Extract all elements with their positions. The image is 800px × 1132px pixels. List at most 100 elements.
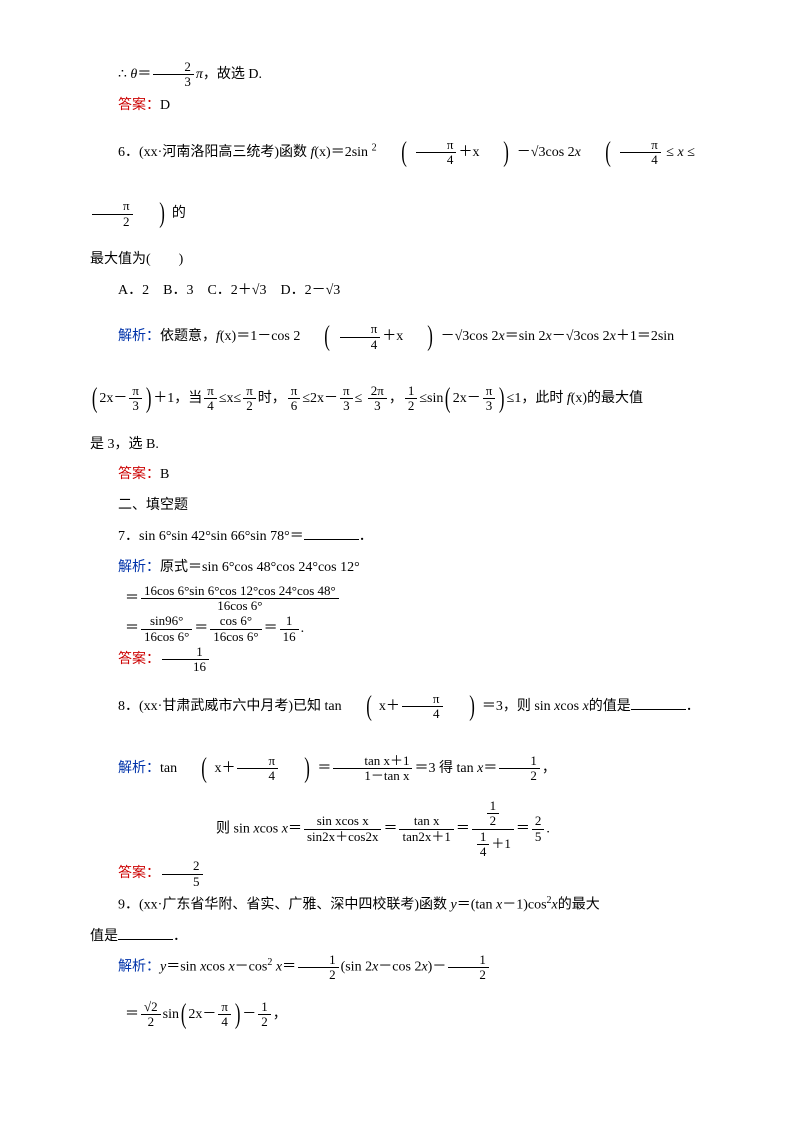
text: sin	[163, 1007, 179, 1022]
fraction: 12	[258, 1000, 271, 1030]
fraction: 12	[499, 754, 540, 784]
solution-6-line2: (2x－π3)＋1，当π4≤x≤π2时，π6≤2x－π3≤ 2π3，12≤sin…	[90, 368, 710, 430]
question-7: 7．sin 6°sin 42°sin 66°sin 78°＝．	[90, 522, 710, 553]
text: ＝	[194, 621, 208, 636]
text: ＋1＝2sin	[616, 329, 674, 344]
fraction: π3	[340, 384, 353, 414]
text: －cos 2	[378, 960, 421, 975]
fraction: π4	[620, 138, 661, 168]
fraction: 12	[298, 953, 339, 983]
section-2-heading: 二、填空题	[90, 491, 710, 522]
text: ≤	[355, 391, 366, 406]
text: x＋	[214, 761, 235, 776]
question-8: 8．(xx·甘肃武威市六中月考)已知 tan(x＋π4)＝3，则 sin xco…	[90, 676, 710, 738]
text: 的	[172, 206, 186, 221]
fraction: π3	[483, 384, 496, 414]
text: ＝3 得 tan	[414, 761, 477, 776]
text: ＋x	[382, 329, 403, 344]
text: ．	[686, 699, 700, 714]
blank-input[interactable]	[631, 695, 686, 710]
text: －√3cos 2	[517, 145, 575, 160]
text: ＝	[456, 822, 470, 837]
fraction: tan xtan2x＋1	[399, 814, 453, 844]
blank-input[interactable]	[118, 925, 173, 940]
text: ，	[542, 761, 556, 776]
question-9-line2: 值是．	[90, 922, 710, 953]
text: 2x－	[453, 391, 481, 406]
answer-value: D	[160, 98, 170, 113]
fraction: 2π3	[368, 384, 387, 414]
paren-close: )	[499, 368, 505, 430]
text: ＝2sin	[331, 145, 372, 160]
paren-open: (	[308, 306, 330, 368]
fraction: π4	[218, 1000, 231, 1030]
text: －1)cos	[502, 898, 546, 913]
text: cos	[260, 822, 282, 837]
text: ＝1－cos 2	[236, 329, 300, 344]
fraction: 16cos 6°sin 6°cos 12°cos 24°cos 48°16cos…	[141, 584, 339, 614]
text: 2x－	[99, 391, 127, 406]
text: cos	[206, 960, 228, 975]
text: .	[301, 621, 305, 636]
fraction: π4	[237, 754, 278, 784]
fraction: sin xcos xsin2x＋cos2x	[304, 814, 382, 844]
text: ＝	[383, 822, 397, 837]
text: ＋x	[458, 145, 479, 160]
paren-open: (	[92, 368, 98, 430]
fraction: 25	[532, 814, 545, 844]
text: 的值是	[589, 699, 631, 714]
solution-7: 解析：原式＝sin 6°cos 48°cos 24°cos 12°	[90, 553, 710, 584]
paren-close: )	[287, 738, 309, 800]
fraction: π4	[402, 692, 443, 722]
paren-open: (	[181, 984, 187, 1046]
text: ≤x≤	[219, 391, 241, 406]
question-6-line2: 最大值为( )	[90, 245, 710, 276]
solution-label: 解析：	[118, 560, 160, 575]
text: 7．sin 6°sin 42°sin 66°sin 78°＝	[118, 529, 304, 544]
fraction: π6	[288, 384, 301, 414]
text: ，故选 D.	[203, 67, 262, 82]
exponent: 2	[372, 142, 377, 153]
fraction: π2	[243, 384, 256, 414]
solution-9: 解析：y＝sin xcos x－cos2 x＝12(sin 2x－cos 2x)…	[90, 952, 710, 983]
paren-close: )	[487, 122, 509, 184]
text: ＝(tan	[457, 898, 496, 913]
text: (x)	[220, 329, 236, 344]
question-9: 9．(xx·广东省华附、省实、广雅、深中四校联考)函数 y＝(tan x－1)c…	[90, 890, 710, 921]
text: ，	[273, 1007, 287, 1022]
answer-label: 答案：	[118, 98, 160, 113]
blank-input[interactable]	[304, 525, 359, 540]
text: ≤	[684, 145, 695, 160]
text: ＝	[137, 67, 151, 82]
solution-6: 解析：依题意，f(x)＝1－cos 2(π4＋x)－√3cos 2x＝sin 2…	[90, 306, 710, 368]
text: ≤2x－	[302, 391, 338, 406]
fraction: 12	[448, 953, 489, 983]
solution-7-step2: ＝sin96°16cos 6°＝cos 6°16cos 6°＝116.	[90, 614, 710, 645]
text: ＝	[125, 591, 139, 606]
answer-5: 答案：D	[90, 91, 710, 122]
text: －√3cos 2	[441, 329, 499, 344]
paren-open: (	[588, 122, 610, 184]
text: －cos	[235, 960, 268, 975]
fraction: π3	[129, 384, 142, 414]
text: ，	[389, 391, 403, 406]
fraction: 116	[162, 645, 209, 675]
text: 值是	[90, 929, 118, 944]
text: (sin 2	[341, 960, 373, 975]
fraction: π4	[340, 322, 381, 352]
answer-label: 答案：	[118, 467, 160, 482]
text: ＝	[516, 822, 530, 837]
text: ＋1，当	[153, 391, 202, 406]
var-x: x	[575, 145, 581, 160]
text: cos	[560, 699, 582, 714]
question-6-options: A．2 B．3 C．2＋√3 D．2－√3	[90, 276, 710, 307]
answer-label: 答案：	[118, 652, 160, 667]
text: ＝	[317, 761, 331, 776]
fraction: 25	[162, 859, 203, 889]
q5-conclusion: ∴ θ＝23π，故选 D.	[90, 60, 710, 91]
solution-9-line2: ＝√22sin(2x－π4)－12，	[90, 984, 710, 1046]
solution-label: 解析：	[118, 329, 160, 344]
solution-label: 解析：	[118, 761, 160, 776]
text: 原式＝sin 6°cos 48°cos 24°cos 12°	[160, 560, 360, 575]
paren-close: )	[235, 984, 241, 1046]
